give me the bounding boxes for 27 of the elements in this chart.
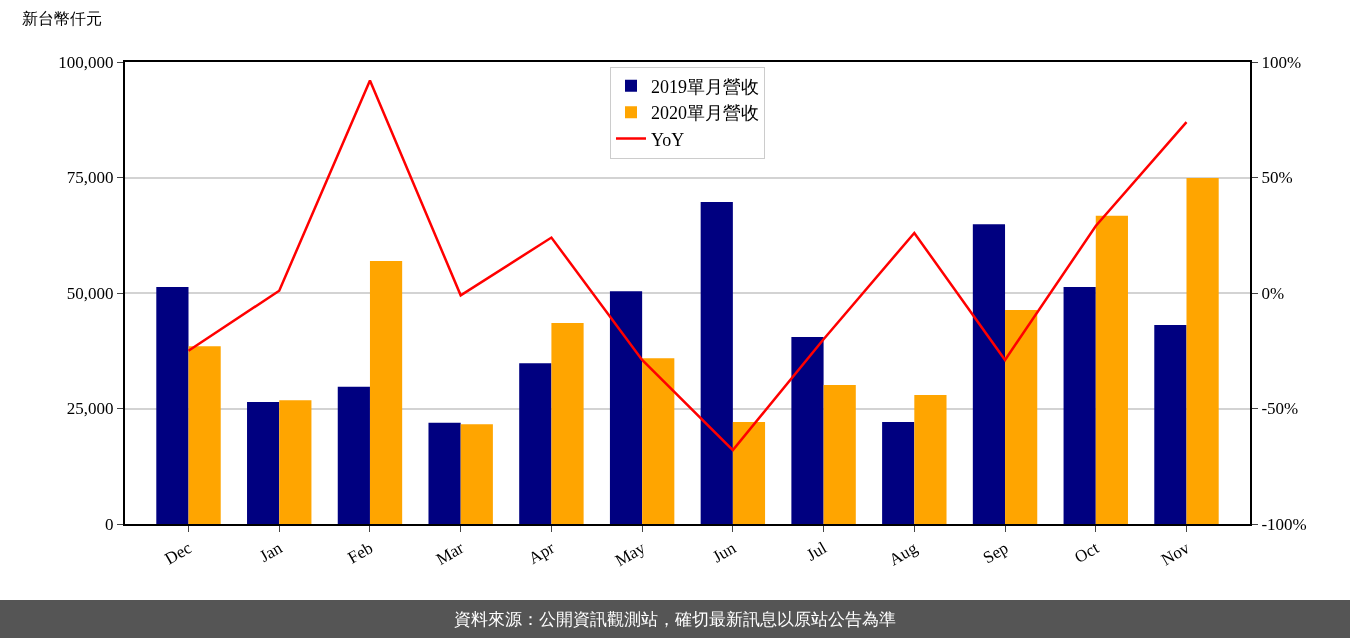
x-tick-label: Apr [525,538,558,568]
y2-tick-label: 0% [1261,283,1285,303]
y-tick-label: 25,000 [66,399,114,419]
source-note: 資料來源：公開資訊觀測站，確切最新訊息以原站公告為準 [454,609,896,629]
x-tick-label: Jun [709,538,740,567]
legend-label: 2020單月營收 [651,103,759,124]
y-tick-label: 100,000 [58,52,114,72]
x-tick-label: Feb [344,538,377,568]
x-tick-label: Sep [979,538,1012,568]
legend-label: 2019單月營收 [651,76,759,97]
y-tick-label: 50,000 [66,283,114,303]
y-tick-label: 0 [105,514,114,534]
legend-label: YoY [651,129,685,150]
x-tick-label: Mar [432,538,468,569]
x-tick-label: Oct [1071,538,1103,567]
y2-tick-label: 100% [1261,52,1302,72]
x-tick-label: Jul [803,538,831,565]
y2-tick-label: -100% [1261,514,1307,534]
x-tick-label: Aug [885,538,921,570]
x-tick-label: Nov [1157,538,1194,570]
x-tick-label: Dec [161,538,196,569]
x-tick-label: May [611,538,649,571]
y-tick-label: 75,000 [66,168,114,188]
x-tick-label: Jan [256,538,286,567]
y2-tick-label: 50% [1261,168,1293,188]
y2-tick-label: -50% [1261,399,1299,419]
y-axis-title: 新台幣仟元 [22,9,102,28]
